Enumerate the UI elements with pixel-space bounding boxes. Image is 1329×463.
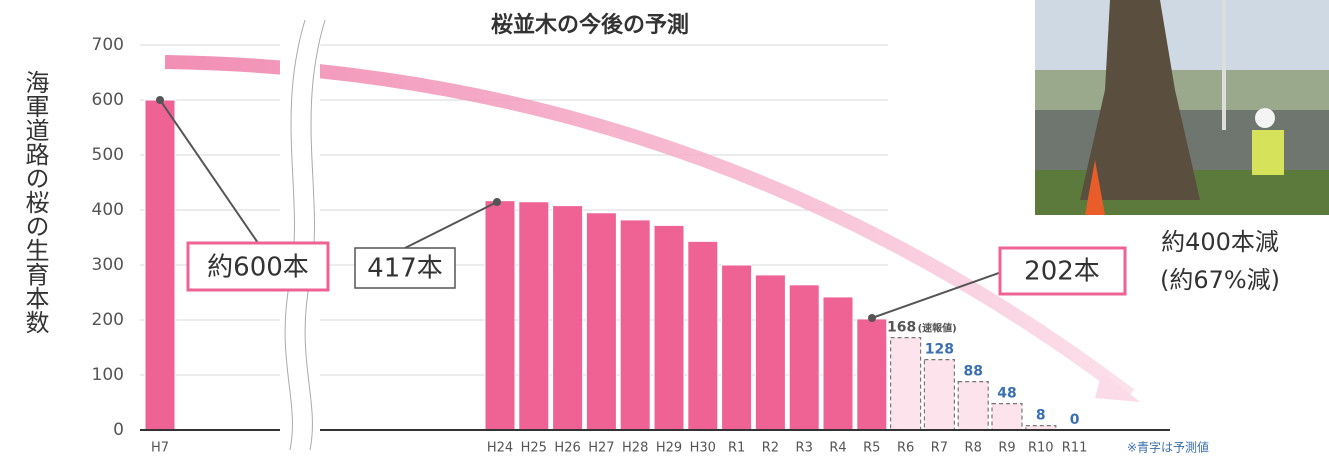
x-tick-label: H27 [588,441,614,456]
bar [722,265,752,430]
x-tick-label: H7 [151,441,169,456]
y-tick-label: 400 [92,200,124,220]
bar [145,100,175,430]
value-label: 8 [1036,408,1046,424]
value-label: 88 [963,364,982,380]
value-label: 128 [925,342,954,358]
x-tick-label: H25 [521,441,547,456]
note: ※青字は予測値 [1127,440,1209,455]
callout-text: 202本 [1024,257,1100,287]
bar [485,201,515,430]
x-tick-label: R4 [829,441,846,456]
x-tick-label: H29 [656,441,682,456]
x-tick-label: H26 [554,441,580,456]
x-tick-label: R1 [728,441,745,456]
y-tick-label: 600 [92,90,124,110]
x-tick-label: R10 [1028,441,1054,456]
bar [586,213,616,430]
bar [823,297,853,430]
callout-text: 417本 [367,254,443,284]
x-tick-label: R8 [965,441,982,456]
photo-sign [1222,0,1226,130]
bar [553,206,583,430]
photo-sky [1035,0,1329,70]
bar [789,285,819,430]
bar [755,275,785,430]
x-tick-label: H24 [487,441,513,456]
callout-dot [493,198,501,206]
y-tick-label: 500 [92,145,124,165]
bar [654,225,684,430]
callout-dot [868,314,876,322]
photo-helmet [1255,108,1275,128]
chart: 桜並木の今後の予測 海軍道路の桜の生育本数 約600本 417本 202本 約4… [0,0,1329,459]
x-tick-label: R11 [1062,441,1088,456]
photo-worker [1252,130,1284,175]
bar [891,338,921,430]
annotation: 約400本減 [1161,228,1279,256]
value-label: 0 [1070,412,1080,428]
value-note: (速報値) [918,322,957,335]
callout-line [405,202,497,248]
annotation: (約67%減) [1160,266,1280,294]
x-tick-label: H28 [622,441,648,456]
value-label: 168 [887,320,916,336]
x-tick-label: R5 [863,441,880,456]
y-tick-label: 200 [92,310,124,330]
bar [519,202,549,430]
arrow-head [1095,372,1140,402]
x-tick-label: R2 [762,441,779,456]
x-tick-label: R9 [998,441,1015,456]
y-tick-label: 100 [92,365,124,385]
x-tick-label: R7 [931,441,948,456]
callout-text: 約600本 [207,253,309,283]
y-tick-label: 0 [113,420,124,440]
chart-title: 桜並木の今後の予測 [491,12,689,38]
y-tick-label: 300 [92,255,124,275]
bar [992,404,1022,430]
x-tick-label: R3 [796,441,813,456]
bar [688,241,718,430]
x-tick-label: R6 [897,441,914,456]
bar [958,382,988,430]
photo [1035,0,1329,215]
y-axis-label: 海軍道路の桜の生育本数 [21,70,49,334]
callout-dot [156,96,164,104]
bar [924,360,954,430]
x-tick-label: H30 [690,441,716,456]
value-label: 48 [997,386,1016,402]
bar [857,319,887,430]
y-tick-label: 700 [92,35,124,55]
bar [620,220,650,430]
